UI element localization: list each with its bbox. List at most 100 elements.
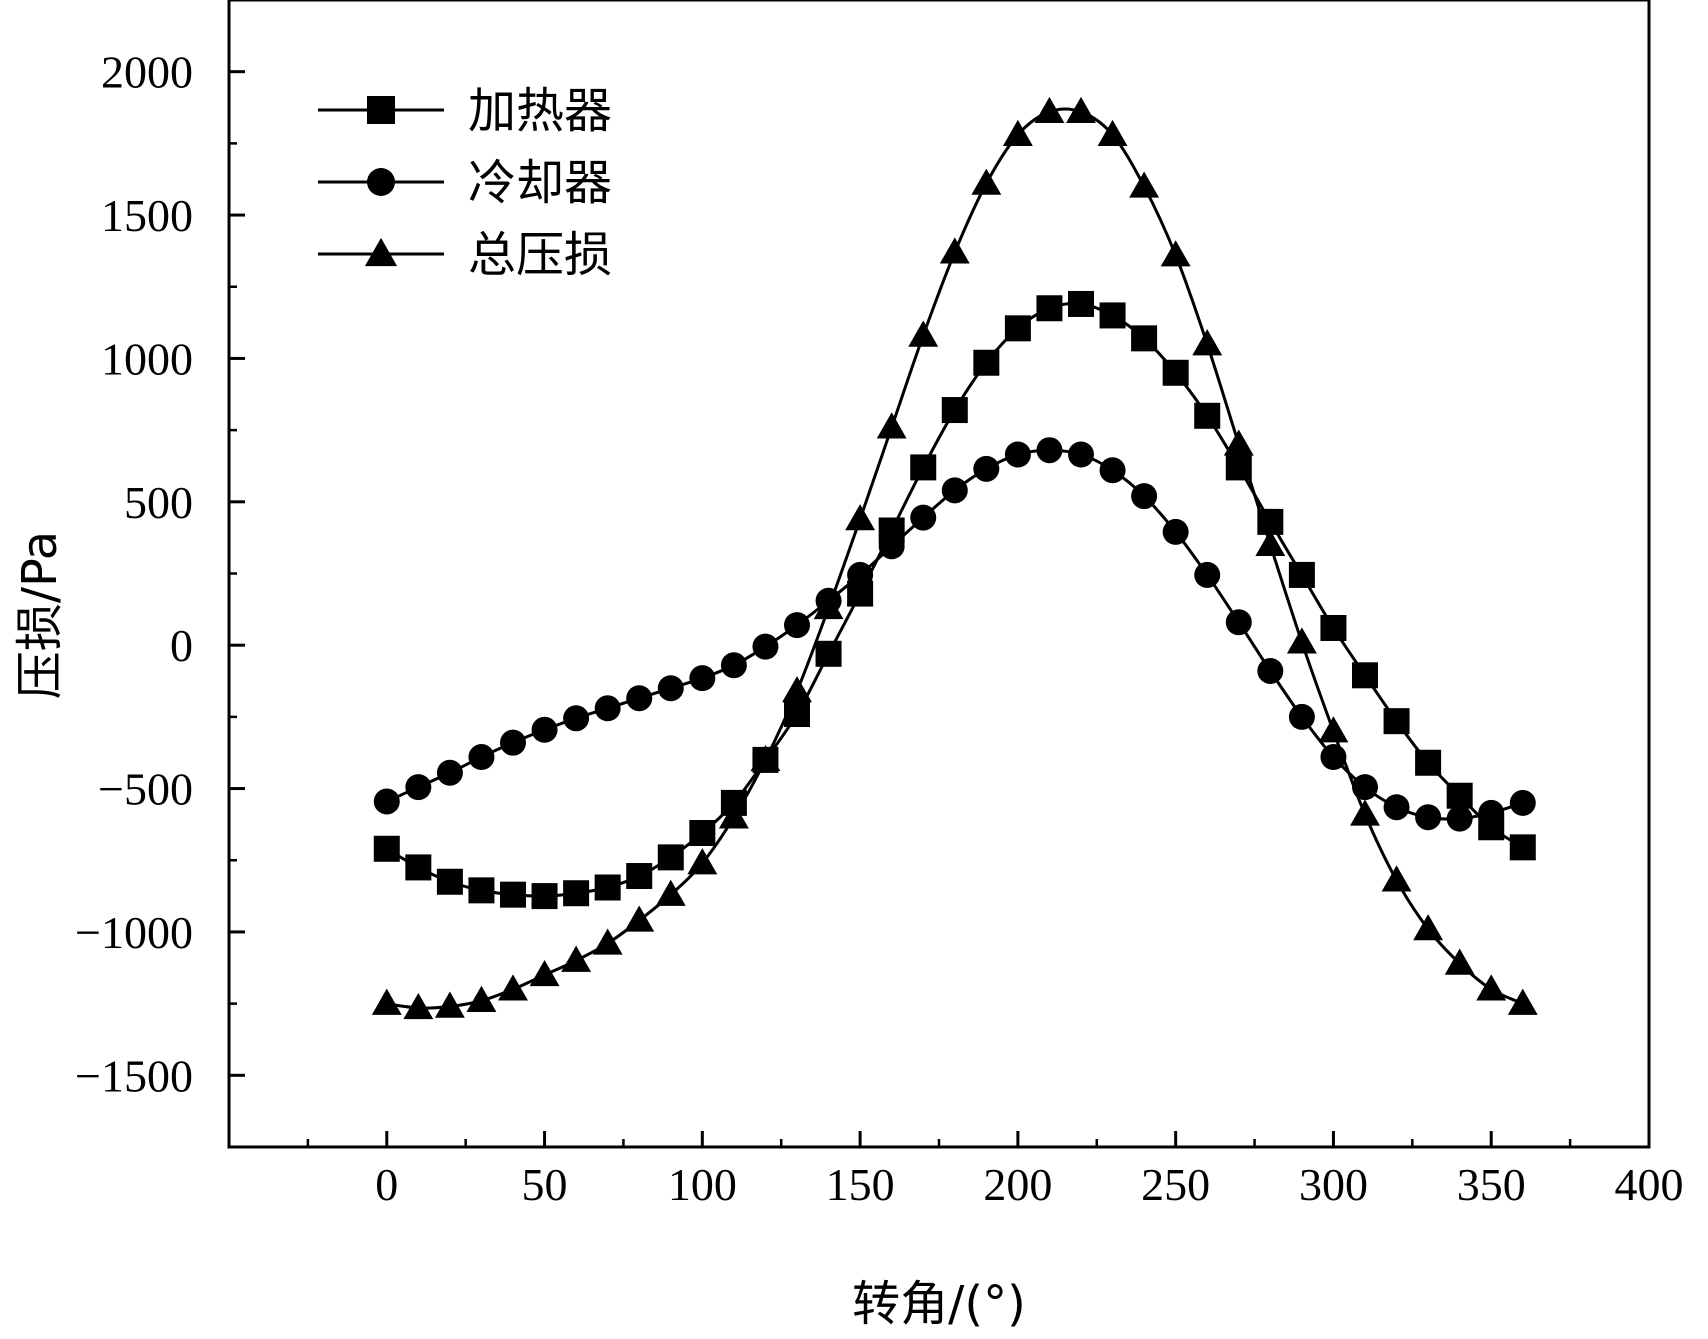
plot-frame (227, 0, 1651, 1149)
square-marker (815, 640, 842, 667)
circle-marker (1068, 441, 1094, 468)
square-marker (1131, 325, 1158, 352)
y-tick-label: −500 (98, 764, 193, 815)
square-marker (1446, 782, 1473, 809)
circle-marker (1099, 457, 1126, 484)
square-marker (1288, 561, 1315, 588)
circle-marker (752, 633, 779, 660)
square-marker (594, 874, 621, 901)
circle-marker (1383, 794, 1410, 821)
circle-marker (1131, 483, 1158, 510)
triangle-marker (1381, 865, 1412, 892)
square-marker (910, 454, 937, 481)
triangle-marker (655, 879, 686, 906)
circle-marker (405, 774, 432, 801)
triangle-marker (1034, 96, 1065, 124)
triangle-marker (624, 905, 655, 932)
triangle-marker (1413, 914, 1444, 941)
legend-label: 冷却器 (468, 155, 612, 211)
legend-item: 冷却器 (318, 155, 612, 211)
square-marker (626, 863, 653, 890)
circle-marker (1225, 609, 1252, 636)
circle-marker (373, 788, 400, 815)
x-tick-label: 150 (826, 1159, 895, 1210)
triangle-marker (592, 928, 623, 955)
circle-marker (847, 561, 874, 588)
triangle-marker (434, 991, 465, 1018)
y-tick-label: 0 (170, 620, 193, 671)
x-tick-label: 200 (983, 1159, 1052, 1210)
series-square (373, 290, 1536, 910)
triangle-marker (1160, 240, 1191, 267)
circle-marker (1036, 437, 1063, 464)
circle-marker (1194, 561, 1221, 588)
triangle-marker (466, 985, 497, 1012)
circle-marker (720, 652, 747, 679)
circle-marker (1415, 804, 1442, 831)
triangle-marker (529, 960, 560, 987)
triangle-marker (782, 676, 812, 703)
triangle-marker (1192, 329, 1223, 356)
circle-marker (1509, 789, 1536, 816)
square-marker (436, 868, 463, 895)
x-tick-label: 250 (1141, 1159, 1210, 1210)
triangle-marker (1350, 799, 1380, 826)
x-tick-label: 100 (668, 1159, 737, 1210)
circle-marker (531, 716, 558, 743)
x-tick-label: 0 (375, 1159, 398, 1210)
circle-marker (367, 168, 395, 196)
legend-item: 加热器 (318, 83, 612, 139)
triangle-marker (371, 988, 402, 1015)
triangle-marker (403, 992, 434, 1020)
series-circle (373, 437, 1536, 832)
series-triangle (371, 96, 1538, 1020)
circle-marker (626, 685, 653, 712)
legend-item: 总压损 (318, 227, 612, 283)
triangle-marker (971, 168, 1002, 195)
triangle-marker (498, 974, 528, 1001)
triangle-marker (750, 744, 781, 772)
series-line (386, 448, 1524, 821)
circle-marker (468, 744, 495, 771)
square-marker (405, 854, 432, 881)
square-marker (1415, 749, 1442, 776)
y-tick-label: 2000 (101, 47, 193, 98)
square-marker (1509, 834, 1536, 861)
y-tick-label: 1000 (101, 333, 193, 384)
square-marker (563, 880, 590, 907)
x-tick-label: 50 (522, 1159, 568, 1210)
triangle-marker (876, 412, 907, 439)
triangle-marker (687, 848, 718, 875)
circle-marker (1478, 799, 1505, 826)
square-marker (689, 820, 716, 847)
y-axis-ticks: −1500 −1000 −500 0 500 1000 1500 2000 (75, 47, 245, 1101)
square-marker (1320, 614, 1347, 641)
y-tick-label: −1500 (75, 1050, 193, 1101)
series-line (386, 302, 1524, 898)
circle-marker (657, 675, 684, 702)
triangle-marker (1444, 948, 1475, 975)
x-tick-label: 350 (1457, 1159, 1526, 1210)
legend-label: 总压损 (468, 227, 612, 283)
triangle-marker (1129, 171, 1160, 198)
triangle-marker (561, 945, 592, 972)
triangle-marker (908, 320, 939, 347)
square-marker (941, 397, 968, 424)
triangle-marker (1223, 429, 1254, 456)
circle-marker (594, 695, 621, 722)
circle-marker (941, 477, 968, 504)
triangle-marker (1318, 716, 1349, 743)
triangle-marker (813, 592, 844, 620)
triangle-marker (939, 237, 970, 264)
circle-marker (973, 455, 1000, 482)
square-marker (373, 835, 400, 862)
x-axis-ticks: 0 50 100 150 200 250 300 350 400 (306, 1131, 1684, 1210)
triangle-marker (1286, 627, 1317, 654)
circle-marker (910, 504, 937, 531)
circle-marker (1004, 441, 1031, 468)
circle-marker (784, 612, 810, 639)
circle-marker (1446, 805, 1473, 832)
square-marker (1099, 302, 1126, 329)
